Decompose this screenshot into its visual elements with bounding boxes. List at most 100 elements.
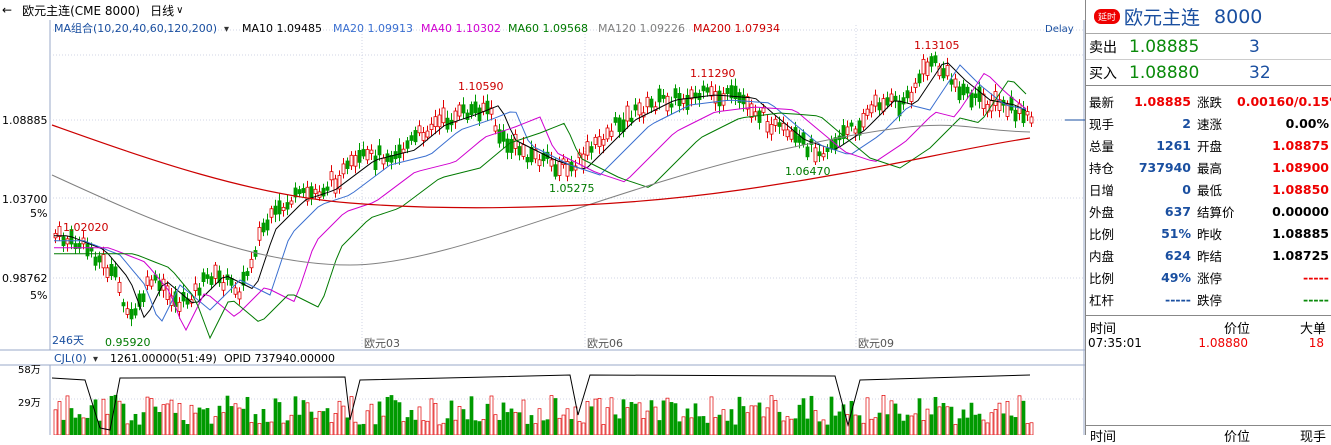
volume-bar [225, 395, 230, 436]
volume-bar [893, 403, 898, 436]
stat-value-2: 1.08900 [1272, 159, 1329, 175]
volume-bar [725, 420, 730, 436]
candle-body [269, 208, 274, 218]
candle-body [997, 99, 1002, 111]
volume-bar [509, 408, 514, 436]
candle-body [717, 90, 722, 107]
stat-value-2: 0.00% [1285, 115, 1329, 131]
volume-bar [937, 406, 942, 436]
stat-value-2: 1.08875 [1272, 137, 1329, 153]
volume-bar [229, 406, 234, 436]
candle-body [133, 308, 138, 316]
candle-body [257, 227, 262, 241]
ask-row[interactable]: 卖出 1.08885 3 [1086, 34, 1331, 60]
candle-body [781, 122, 786, 131]
candle-body [341, 163, 346, 175]
volume-bar [945, 406, 950, 436]
trades-header-time: 时间 [1090, 430, 1117, 445]
candle-body [541, 152, 546, 162]
volume-bar [357, 424, 362, 436]
volume-bar [513, 411, 518, 436]
volume-bar [89, 405, 94, 436]
stat-label-2: 昨收 [1197, 226, 1223, 242]
ask-price: 1.08885 [1129, 36, 1200, 57]
chevron-down-icon[interactable]: ▾ [224, 24, 229, 35]
period-dropdown[interactable]: 日线 ∨ [150, 2, 183, 19]
candle-body [689, 89, 694, 100]
candle-body [861, 113, 866, 128]
kline-chart[interactable]: MA组合(10,20,40,60,120,200) ▾ MA10 1.09485… [0, 20, 1085, 436]
candle-body [145, 276, 150, 286]
candle-body [557, 161, 562, 176]
candle-body [57, 226, 62, 237]
volume-bar [129, 420, 134, 436]
volume-bar [797, 404, 802, 436]
ask-volume: 3 [1249, 36, 1260, 57]
ma20-line [54, 64, 1027, 322]
candle-body [945, 65, 950, 77]
volume-bar [769, 395, 774, 436]
volume-bar [469, 396, 474, 436]
candle-body [265, 219, 270, 231]
ask-label: 卖出 [1089, 39, 1117, 56]
volume-bar [897, 413, 902, 436]
annotation-high-3: 1.13105 [914, 39, 960, 52]
candle-body [769, 124, 774, 135]
candle-body [741, 94, 746, 105]
candle-body [669, 103, 674, 108]
stat-value: 1261 [1156, 137, 1191, 153]
candle-body [205, 274, 210, 279]
stat-value-2: ----- [1303, 269, 1329, 285]
volume-bar [169, 399, 174, 436]
ma-combo-label[interactable]: MA组合(10,20,40,60,120,200) [54, 21, 217, 35]
candle-body [521, 144, 526, 157]
chart-area[interactable]: MA组合(10,20,40,60,120,200) ▾ MA10 1.09485… [0, 20, 1085, 436]
volume-bar [981, 419, 986, 436]
symbol-title[interactable]: 欧元主连(CME 8000) [22, 3, 141, 18]
volume-bar [461, 409, 466, 436]
stat-value: ----- [1165, 291, 1191, 307]
volume-bar [753, 405, 758, 436]
volume-bar [145, 396, 150, 436]
quote-panel: 延时 欧元主连 8000 卖出 1.08885 3 买入 1.08880 32 … [1085, 0, 1331, 445]
candle-body [377, 145, 382, 156]
volume-bar [361, 423, 366, 436]
volume-bar [689, 417, 694, 436]
back-arrow-icon[interactable]: ← [2, 3, 13, 17]
candle-body [661, 94, 666, 99]
chevron-down-icon: ∨ [176, 4, 184, 16]
chevron-down-icon[interactable]: ▾ [93, 354, 98, 365]
volume-bar [953, 424, 958, 436]
candle-body [889, 93, 894, 102]
trades-header-price: 价位 [1223, 430, 1250, 445]
candle-body [925, 61, 930, 76]
volume-legend: CJL(0) ▾ 1261.00000(51:49) OPID 737940.0… [18, 352, 335, 409]
volume-bar [661, 400, 666, 436]
cjl-label[interactable]: CJL(0) [54, 352, 87, 365]
tick-row[interactable]: 07:35:01 1.08880 18 [1086, 336, 1331, 350]
candle-body [453, 110, 458, 123]
volume-bar [429, 398, 434, 436]
candle-body [757, 110, 762, 123]
candle-body [761, 107, 766, 113]
tick-header-time: 时间 [1090, 322, 1117, 337]
candle-body [949, 79, 954, 85]
volume-bar [761, 416, 766, 436]
candle-body [981, 93, 986, 109]
volume-bar [993, 409, 998, 436]
ma60-line [54, 80, 1027, 340]
contract-name: 欧元主连 [1124, 7, 1201, 29]
bid-row[interactable]: 买入 1.08880 32 [1086, 60, 1331, 86]
candle-body [305, 186, 310, 202]
candle-body [685, 94, 690, 110]
volume-bar [1029, 422, 1034, 436]
candle-body [849, 122, 854, 127]
volume-bar [181, 420, 186, 436]
candle-body [497, 129, 502, 144]
candle-body [941, 68, 946, 79]
candle-body [905, 90, 910, 99]
candle-body [573, 165, 578, 171]
volume-bar [369, 403, 374, 436]
volume-bar [505, 412, 510, 436]
candle-body [673, 88, 678, 99]
